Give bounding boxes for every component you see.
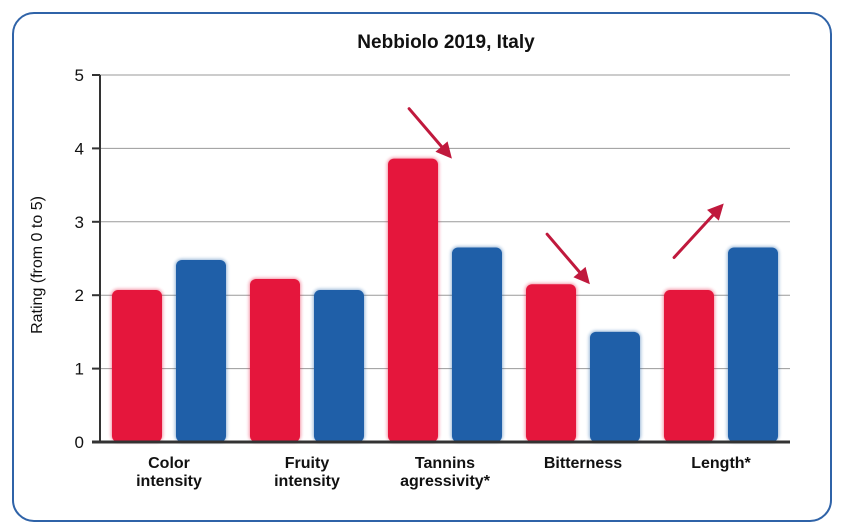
bar [250,279,300,442]
x-category-label: Bitterness [544,455,622,472]
x-category-label: Fruity intensity [274,455,340,490]
trend-arrow-down [407,107,443,149]
bar [664,290,714,442]
bar [176,259,226,442]
y-axis-label: Rating (from 0 to 5) [29,196,46,334]
trend-arrow-head [435,141,452,159]
bar [112,290,162,442]
x-category-label: Length* [691,455,751,472]
x-category-label: Tannins agressivity* [400,455,491,490]
chart-title: Nebbiolo 2019, Italy [357,32,535,53]
y-tick-label: 3 [75,213,84,232]
y-tick-label: 4 [75,139,84,158]
bar [526,284,576,442]
bar [728,247,778,442]
y-tick-label: 5 [75,66,84,85]
trend-arrow-up [672,213,715,259]
y-tick-label: 0 [75,433,84,452]
bar-chart: Nebbiolo 2019, Italy Rating (from 0 to 5… [29,32,790,490]
bar [452,247,502,442]
y-tick-label: 2 [75,286,84,305]
bar [314,290,364,442]
trend-arrow-head [573,266,590,285]
trend-arrow-down [545,232,581,274]
x-category-label: Color intensity [136,455,202,490]
y-tick-label: 1 [75,360,84,379]
bar [590,331,640,442]
bar [388,158,438,442]
trend-arrow-head [707,203,724,221]
